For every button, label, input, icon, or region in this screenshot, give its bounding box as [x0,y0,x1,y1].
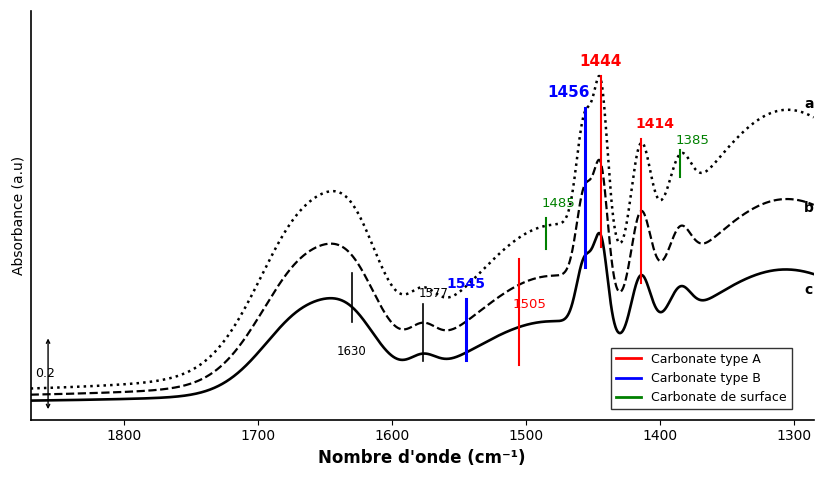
Text: a: a [805,97,814,111]
Text: 1505: 1505 [513,298,547,311]
Y-axis label: Absorbance (a.u): Absorbance (a.u) [11,156,25,275]
Text: 1385: 1385 [676,134,710,147]
Text: c: c [805,282,813,297]
Legend: Carbonate type A, Carbonate type B, Carbonate de surface: Carbonate type A, Carbonate type B, Carb… [611,348,791,409]
Text: 1444: 1444 [580,54,622,68]
Text: 1545: 1545 [447,277,485,291]
Text: 0.2: 0.2 [35,367,55,380]
Text: 1630: 1630 [337,345,367,358]
Text: 1456: 1456 [547,85,590,100]
Text: 1577: 1577 [418,287,449,300]
X-axis label: Nombre d'onde (cm⁻¹): Nombre d'onde (cm⁻¹) [318,449,526,467]
Text: 1414: 1414 [636,118,675,131]
Text: b: b [805,201,815,215]
Text: 1485: 1485 [542,197,576,210]
